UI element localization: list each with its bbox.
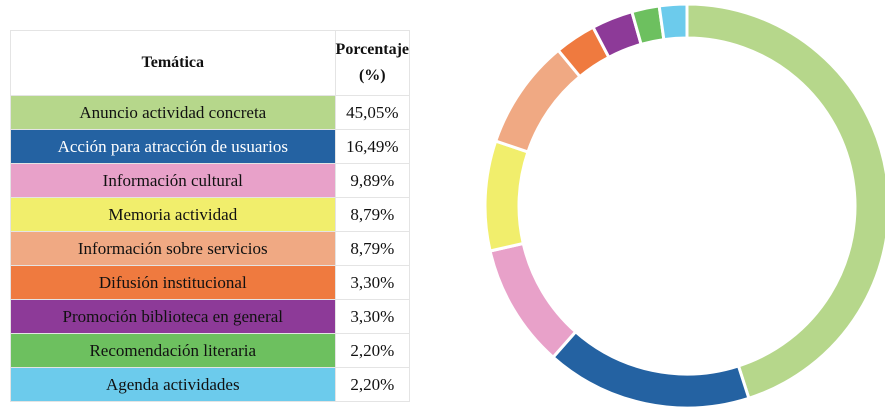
category-cell: Promoción biblioteca en general xyxy=(10,299,336,334)
category-cell: Información cultural xyxy=(10,163,336,198)
donut-segment xyxy=(685,2,885,401)
table-body: Anuncio actividad concreta 45,05% Acción p… xyxy=(10,95,411,402)
category-cell: Memoria actividad xyxy=(10,197,336,232)
donut-segment xyxy=(657,2,689,42)
donut-segment xyxy=(493,48,583,154)
category-cell: Agenda actividades xyxy=(10,367,336,402)
percent-cell: 2,20% xyxy=(334,333,411,368)
donut-segment xyxy=(488,241,578,360)
table-row: Agenda actividades 2,20% xyxy=(10,367,411,402)
percent-cell: 16,49% xyxy=(334,129,411,164)
category-cell: Información sobre servicios xyxy=(10,231,336,266)
percent-cell: 8,79% xyxy=(334,197,411,232)
table-row: Acción para atracción de usuarios 16,49% xyxy=(10,129,411,164)
percent-cell: 3,30% xyxy=(334,265,411,300)
percent-cell: 3,30% xyxy=(334,299,411,334)
table-row: Recomendación literaria 2,20% xyxy=(10,333,411,368)
table-row: Difusión institucional 3,30% xyxy=(10,265,411,300)
header-cell: Temática xyxy=(10,30,336,96)
donut-segment xyxy=(550,329,751,410)
category-cell: Acción para atracción de usuarios xyxy=(10,129,336,164)
category-cell: Difusión institucional xyxy=(10,265,336,300)
header-row: Temática Porcentaje (%) xyxy=(10,30,411,96)
table-row: Promoción biblioteca en general 3,30% xyxy=(10,299,411,334)
donut-segment xyxy=(483,139,530,253)
percent-cell: 2,20% xyxy=(334,367,411,402)
table-row: Información cultural 9,89% xyxy=(10,163,411,198)
table-row: Memoria actividad 8,79% xyxy=(10,197,411,232)
header-cell: Porcentaje (%) xyxy=(334,30,411,96)
data-table: Temática Porcentaje (%) Anuncio activida… xyxy=(10,30,411,402)
percent-cell: 9,89% xyxy=(334,163,411,198)
percent-cell: 45,05% xyxy=(334,95,411,130)
